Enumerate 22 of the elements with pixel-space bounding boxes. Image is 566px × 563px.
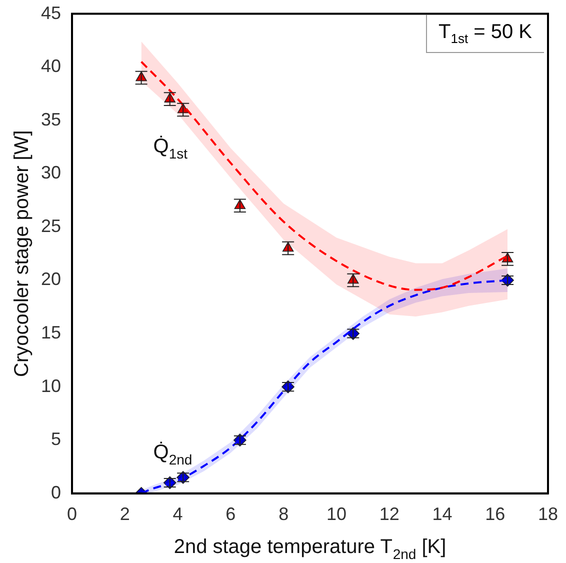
y-tick-label: 10: [40, 376, 62, 396]
y-tick-label: 40: [40, 56, 62, 76]
y-tick-label: 20: [40, 269, 62, 290]
x-tick-label: 18: [538, 504, 558, 524]
y-tick-label: 5: [51, 429, 62, 450]
y-tick-label: 45: [40, 2, 62, 23]
x-tick-label: 14: [432, 504, 452, 524]
x-tick-label: 0: [67, 504, 78, 524]
annotation: T$_{1st}$ = 50 K: [426, 15, 544, 53]
x-tick-label: 8: [278, 504, 289, 524]
x-tick-label: 6: [226, 504, 236, 524]
y-tick-label: 0: [51, 482, 62, 502]
x-tick-label: 12: [379, 504, 400, 524]
x-tick-label: 16: [485, 504, 506, 524]
x-tick-label: 10: [326, 504, 346, 524]
y-tick-label: 15: [40, 322, 62, 342]
y-axis-title: Cryocooler stage power [W]: [11, 130, 33, 377]
y-tick-label: 35: [40, 109, 62, 130]
y-tick-label: 25: [40, 216, 62, 236]
x-tick-label: 4: [172, 504, 183, 524]
y-tick-label: 30: [40, 162, 62, 183]
x-tick-label: 2: [120, 504, 130, 524]
